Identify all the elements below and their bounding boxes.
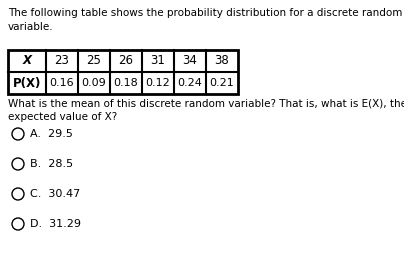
- Text: 23: 23: [55, 55, 69, 68]
- Text: 34: 34: [183, 55, 198, 68]
- Bar: [8, 50, 238, 94]
- Text: 0.09: 0.09: [82, 78, 106, 88]
- Text: X: X: [23, 55, 32, 68]
- Text: A.  29.5: A. 29.5: [30, 129, 73, 139]
- Text: 0.12: 0.12: [145, 78, 170, 88]
- Text: B.  28.5: B. 28.5: [30, 159, 73, 169]
- Text: 31: 31: [151, 55, 165, 68]
- Text: P(X): P(X): [13, 76, 41, 90]
- Text: 0.24: 0.24: [178, 78, 202, 88]
- Text: 0.18: 0.18: [114, 78, 139, 88]
- Text: 0.16: 0.16: [50, 78, 74, 88]
- Text: 38: 38: [215, 55, 229, 68]
- Text: D.  31.29: D. 31.29: [30, 219, 81, 229]
- Text: C.  30.47: C. 30.47: [30, 189, 80, 199]
- Text: 26: 26: [118, 55, 133, 68]
- Text: 25: 25: [86, 55, 101, 68]
- Text: What is the mean of this discrete random variable? That is, what is E(X), the
ex: What is the mean of this discrete random…: [8, 98, 404, 122]
- Text: 0.21: 0.21: [210, 78, 234, 88]
- Text: The following table shows the probability distribution for a discrete random
var: The following table shows the probabilit…: [8, 8, 402, 32]
